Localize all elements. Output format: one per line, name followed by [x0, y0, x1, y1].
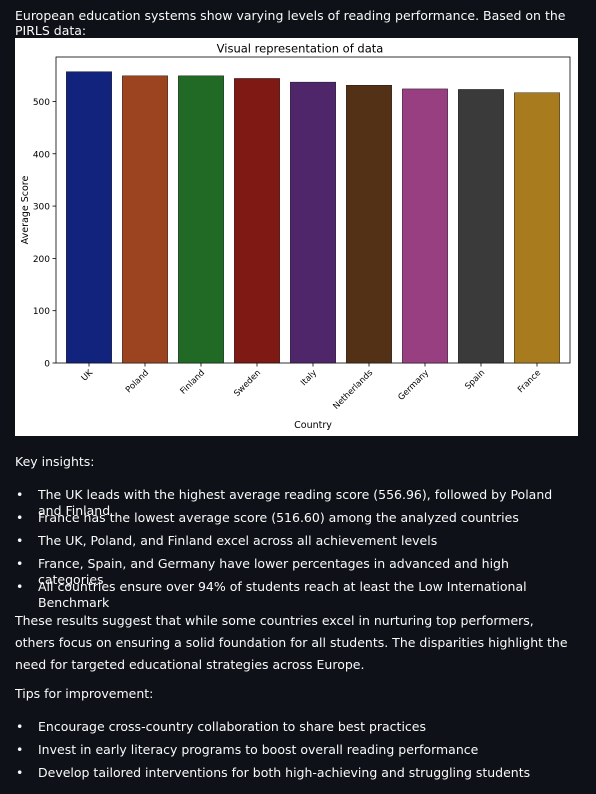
conclusion-paragraph: These results suggest that while some co… — [15, 613, 568, 672]
bullet-item: Develop tailored interventions for both … — [15, 765, 575, 788]
x-tick-label: France — [516, 368, 543, 395]
bar-poland — [122, 75, 168, 364]
bar-germany — [402, 88, 448, 364]
key-insights-list: The UK leads with the highest average re… — [15, 487, 575, 610]
y-tick-label: 400 — [33, 150, 50, 160]
x-tick-label: Italy — [299, 368, 319, 388]
y-tick-label: 100 — [33, 307, 50, 317]
chart-title: Visual representation of data — [217, 42, 384, 56]
bullet-item: The UK, Poland, and Finland excel across… — [15, 533, 575, 556]
tips-list: Encourage cross-country collaboration to… — [15, 719, 575, 788]
x-tick-label: Spain — [463, 368, 487, 392]
bullet-item: The UK leads with the highest average re… — [15, 487, 575, 518]
x-axis: UK Poland Finland Sweden Italy Netherlands Ger… — [80, 363, 543, 412]
x-tick-label: Sweden — [232, 368, 263, 399]
bar-netherlands — [346, 85, 392, 364]
bar-uk — [66, 71, 112, 364]
bar-finland — [178, 75, 224, 364]
x-tick-label: Germany — [396, 368, 431, 403]
bullet-item: France, Spain, and Germany have lower pe… — [15, 556, 575, 587]
x-tick-label: UK — [80, 368, 96, 384]
x-tick-label: Netherlands — [331, 368, 375, 412]
key-insights-heading: Key insights: — [15, 454, 95, 469]
tips-heading: Tips for improvement: — [15, 686, 154, 701]
chart-svg: Visual representation of data 0 100 200 300… — [20, 42, 571, 431]
intro-text: European education systems show varying … — [15, 8, 566, 38]
bullet-item: France has the lowest average score (516… — [15, 510, 575, 533]
bullet-item: Encourage cross-country collaboration to… — [15, 719, 575, 742]
bullet-item: All countries ensure over 94% of student… — [15, 579, 575, 610]
bullet-item: Invest in early literacy programs to boo… — [15, 742, 575, 765]
y-tick-label: 300 — [33, 203, 50, 213]
bars-layer — [66, 71, 560, 364]
y-tick-label: 200 — [33, 255, 50, 265]
bar-spain — [458, 89, 504, 364]
bar-france — [514, 92, 560, 364]
bar-italy — [290, 81, 336, 364]
bar-sweden — [234, 78, 280, 364]
y-axis-label: Average Score — [20, 176, 31, 245]
y-tick-label: 500 — [33, 98, 50, 108]
bar-chart: Visual representation of data 0 100 200 300… — [15, 38, 578, 436]
x-tick-label: Finland — [179, 368, 208, 397]
y-tick-label: 0 — [44, 360, 50, 370]
x-tick-label: Poland — [124, 368, 151, 395]
x-axis-label: Country — [294, 420, 332, 431]
y-axis: 0 100 200 300 400 500 — [33, 98, 56, 370]
